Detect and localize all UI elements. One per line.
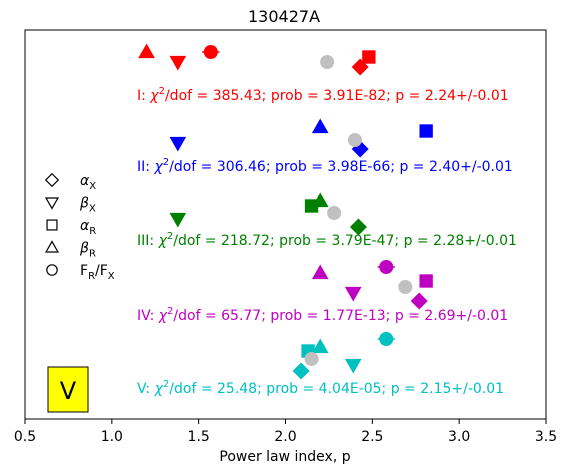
point-square [419,274,433,288]
point-triangle-down [344,286,362,302]
legend-marker-diamond [44,172,60,188]
legend: αX βX αR βR FR/FX [44,172,115,282]
point-circle [379,260,394,274]
point-diamond [410,292,428,310]
x-tick-label: 1.5 [188,429,210,445]
mean-point-circle [398,280,413,294]
point-diamond [349,218,367,236]
legend-marker-circle [46,264,58,276]
group-III: III: χ2/dof = 218.72; prob = 3.79E-47; p… [137,192,517,249]
x-tick-label: 3.5 [535,429,557,445]
legend-label: βR [79,241,96,260]
x-tick-label: 1.0 [101,429,123,445]
panel-label: V [60,377,77,405]
legend-label: αR [80,218,96,237]
mean-point-circle [347,133,362,147]
x-axis-ticks: 0.5 1.0 1.5 2.0 2.5 3.0 3.5 [14,419,557,445]
legend-label: αX [80,173,96,192]
group-V: V: χ2/dof = 25.48; prob = 4.04E-05; p = … [137,332,504,397]
fit-annotation: V: χ2/dof = 25.48; prob = 4.04E-05; p = … [137,379,504,397]
point-triangle-down [169,136,187,152]
point-diamond [292,362,310,380]
point-square [419,124,433,138]
legend-label: βX [79,196,96,215]
point-triangle-up [311,338,329,354]
point-triangle-down [169,212,187,228]
x-axis-label: Power law index, p [219,449,350,465]
point-triangle-down [344,358,362,374]
mean-point-circle [304,352,319,366]
panel-label-background [47,366,89,413]
group-II: II: χ2/dof = 306.46; prob = 3.98E-66; p … [137,118,513,175]
x-tick-label: 2.5 [361,429,383,445]
point-triangle-up [138,43,155,59]
group-I: I: χ2/dof = 385.43; prob = 3.91E-82; p =… [137,43,509,104]
chart-title: 130427A [248,7,320,26]
mean-point-circle [320,55,335,69]
mean-point-circle [327,206,342,220]
point-circle [379,332,394,346]
data-groups: I: χ2/dof = 385.43; prob = 3.91E-82; p =… [137,43,517,397]
x-tick-label: 3.0 [448,429,470,445]
fit-annotation: III: χ2/dof = 218.72; prob = 3.79E-47; p… [137,231,517,249]
x-tick-label: 0.5 [14,429,36,445]
fit-annotation: II: χ2/dof = 306.46; prob = 3.98E-66; p … [137,157,513,175]
fit-annotation: IV: χ2/dof = 65.77; prob = 1.77E-13; p =… [137,306,508,324]
fit-annotation: I: χ2/dof = 385.43; prob = 3.91E-82; p =… [137,86,509,104]
point-circle [203,45,218,59]
point-square [304,199,319,213]
point-square [362,50,376,64]
legend-marker-square [46,219,58,231]
point-diamond [351,58,369,76]
panel-label-box: V [47,366,89,413]
legend-marker-triangle-down [44,197,60,210]
legend-marker-triangle-up [44,240,60,253]
group-IV: IV: χ2/dof = 65.77; prob = 1.77E-13; p =… [137,260,508,324]
point-triangle-down [169,55,187,71]
legend-label: FR/FX [80,263,115,282]
point-triangle-up [311,118,329,134]
x-tick-label: 2.0 [274,429,296,445]
point-triangle-up [311,264,329,280]
